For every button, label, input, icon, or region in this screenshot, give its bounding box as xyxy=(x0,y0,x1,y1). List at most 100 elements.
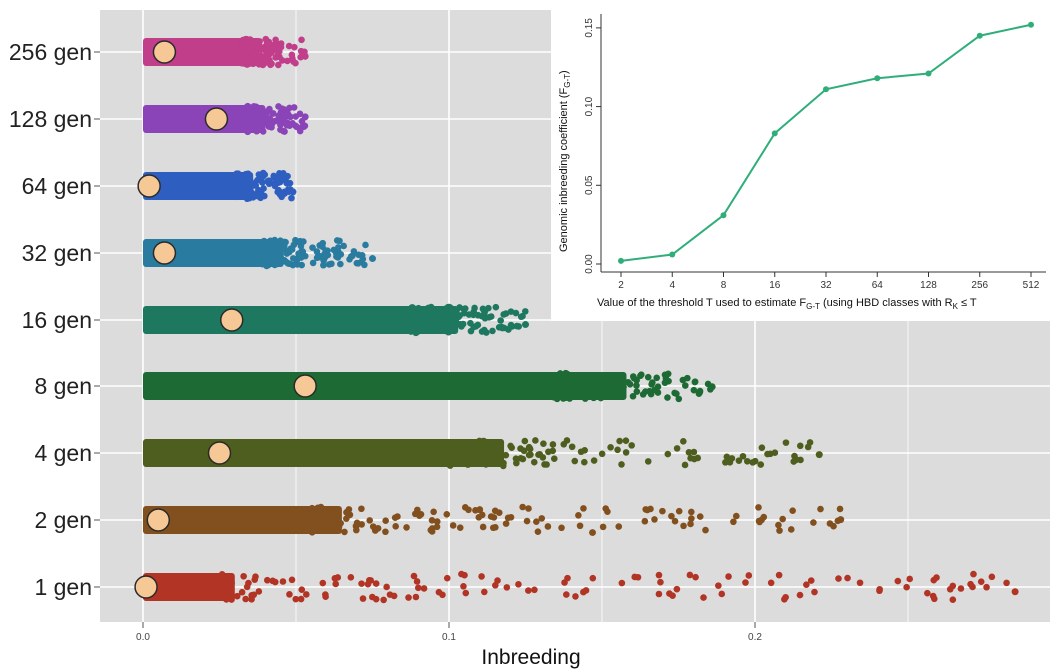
data-point xyxy=(495,455,502,462)
data-point xyxy=(443,574,451,582)
data-point xyxy=(581,458,588,466)
data-point xyxy=(633,388,641,395)
data-point xyxy=(690,448,698,456)
data-point xyxy=(286,179,294,187)
data-point xyxy=(278,176,286,184)
data-point xyxy=(470,311,477,319)
data-point xyxy=(354,260,362,267)
data-point xyxy=(599,388,606,396)
inset-y-tick-label: 0.10 xyxy=(584,96,595,116)
data-point-max xyxy=(837,516,845,524)
data-point xyxy=(281,190,288,197)
data-point-max xyxy=(301,113,309,121)
series-128-gen xyxy=(143,102,309,136)
inset-y-tick-label: 0.00 xyxy=(584,254,595,274)
inset-tick-labels: 0.00 0.05 0.10 0.15 2 4 8 16 32 64 128 256 512 xyxy=(584,18,1040,291)
data-point xyxy=(337,260,344,268)
data-point xyxy=(321,254,329,262)
data-point xyxy=(521,437,529,445)
data-point xyxy=(332,580,340,588)
data-point xyxy=(343,515,350,523)
data-point xyxy=(238,588,246,596)
data-point xyxy=(298,586,306,594)
data-point xyxy=(322,247,329,254)
data-point xyxy=(329,506,337,514)
data-point xyxy=(558,392,566,400)
data-point xyxy=(421,326,428,334)
data-point xyxy=(359,595,367,602)
data-point xyxy=(844,574,851,582)
series-64-gen xyxy=(143,169,297,203)
data-point xyxy=(507,442,514,450)
data-point xyxy=(492,524,499,531)
data-point-max xyxy=(369,255,376,263)
data-point xyxy=(250,52,258,59)
data-point xyxy=(462,589,470,597)
data-point xyxy=(422,308,430,316)
data-point xyxy=(269,110,277,117)
data-point xyxy=(255,186,262,194)
data-point xyxy=(405,594,412,601)
data-point xyxy=(420,585,428,592)
data-point xyxy=(474,311,482,319)
data-point xyxy=(572,593,579,600)
data-point xyxy=(647,505,654,513)
data-point xyxy=(347,574,355,581)
data-point xyxy=(602,505,609,512)
inset-point xyxy=(925,70,932,77)
data-point xyxy=(690,386,698,394)
data-point xyxy=(325,525,333,532)
data-point-max xyxy=(301,52,309,60)
category-label: 2 gen xyxy=(34,507,92,533)
inset-point xyxy=(720,212,727,219)
data-point xyxy=(322,593,329,600)
data-point xyxy=(227,591,234,598)
data-point xyxy=(536,450,544,458)
data-point xyxy=(252,58,259,66)
data-point xyxy=(465,506,472,514)
data-point xyxy=(715,582,722,589)
data-point xyxy=(988,573,996,581)
data-point xyxy=(467,449,475,456)
data-point xyxy=(540,440,547,448)
data-point xyxy=(268,60,275,68)
data-point xyxy=(272,174,279,182)
category-labels: 256 gen 128 gen 64 gen 32 gen 16 gen 8 gen 4 g… xyxy=(9,39,100,600)
data-point xyxy=(589,574,597,582)
data-point xyxy=(337,519,344,527)
data-point xyxy=(696,513,704,520)
data-point xyxy=(446,440,454,447)
data-point xyxy=(243,125,251,133)
data-point xyxy=(929,592,937,600)
data-point xyxy=(507,513,515,521)
data-point xyxy=(264,261,272,269)
data-point xyxy=(285,42,293,50)
data-point xyxy=(856,579,864,587)
data-point xyxy=(259,169,267,177)
inset-point xyxy=(1028,21,1034,28)
data-point xyxy=(836,505,844,513)
mean-marker xyxy=(137,174,161,198)
data-point xyxy=(616,437,623,445)
data-point xyxy=(803,581,810,588)
data-point xyxy=(440,314,447,322)
data-point xyxy=(292,236,299,244)
data-point xyxy=(472,459,480,466)
data-point xyxy=(258,123,266,131)
data-point xyxy=(403,524,410,531)
data-point xyxy=(779,515,786,523)
data-point xyxy=(433,523,441,531)
data-point xyxy=(278,105,286,113)
data-point xyxy=(517,445,524,452)
data-point xyxy=(686,571,694,579)
data-point xyxy=(238,44,246,51)
x-tick-label: 0.1 xyxy=(442,632,456,643)
data-point xyxy=(334,244,342,251)
data-point-max xyxy=(522,321,529,329)
data-point xyxy=(983,583,990,591)
data-point xyxy=(571,457,579,465)
data-point xyxy=(254,117,261,124)
data-point xyxy=(876,587,883,595)
data-point xyxy=(796,591,804,599)
data-point xyxy=(576,522,584,530)
